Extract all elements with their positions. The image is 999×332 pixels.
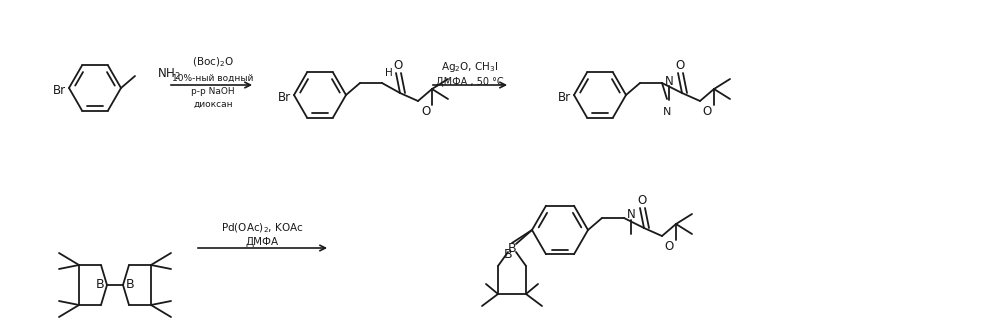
Text: Pd(OAc)$_2$, KOAc: Pd(OAc)$_2$, KOAc	[221, 221, 304, 235]
Text: р-р NaOH: р-р NaOH	[191, 87, 235, 96]
Text: ДМФА , 50 °C: ДМФА , 50 °C	[437, 77, 503, 87]
Text: H: H	[385, 68, 393, 78]
Text: N: N	[627, 208, 635, 220]
Text: 10%-ный водный: 10%-ный водный	[172, 73, 254, 82]
Text: B: B	[503, 248, 512, 261]
Text: B: B	[95, 279, 104, 291]
Text: Ag$_2$O, CH$_3$I: Ag$_2$O, CH$_3$I	[442, 60, 499, 74]
Text: O: O	[675, 58, 684, 71]
Text: N: N	[662, 107, 671, 117]
Text: Br: Br	[53, 84, 66, 97]
Text: Br: Br	[557, 91, 571, 104]
Text: O: O	[637, 194, 646, 207]
Text: ДМФА: ДМФА	[246, 237, 279, 247]
Text: NH$_2$: NH$_2$	[157, 66, 181, 82]
Text: B: B	[126, 279, 135, 291]
Text: Br: Br	[278, 91, 291, 104]
Text: O: O	[702, 105, 711, 118]
Text: B: B	[507, 241, 516, 255]
Text: O: O	[664, 240, 673, 253]
Text: O: O	[394, 58, 403, 71]
Text: диоксан: диоксан	[193, 100, 233, 109]
Text: (Boc)$_2$O: (Boc)$_2$O	[192, 55, 234, 69]
Text: N: N	[665, 74, 673, 88]
Text: O: O	[421, 105, 431, 118]
